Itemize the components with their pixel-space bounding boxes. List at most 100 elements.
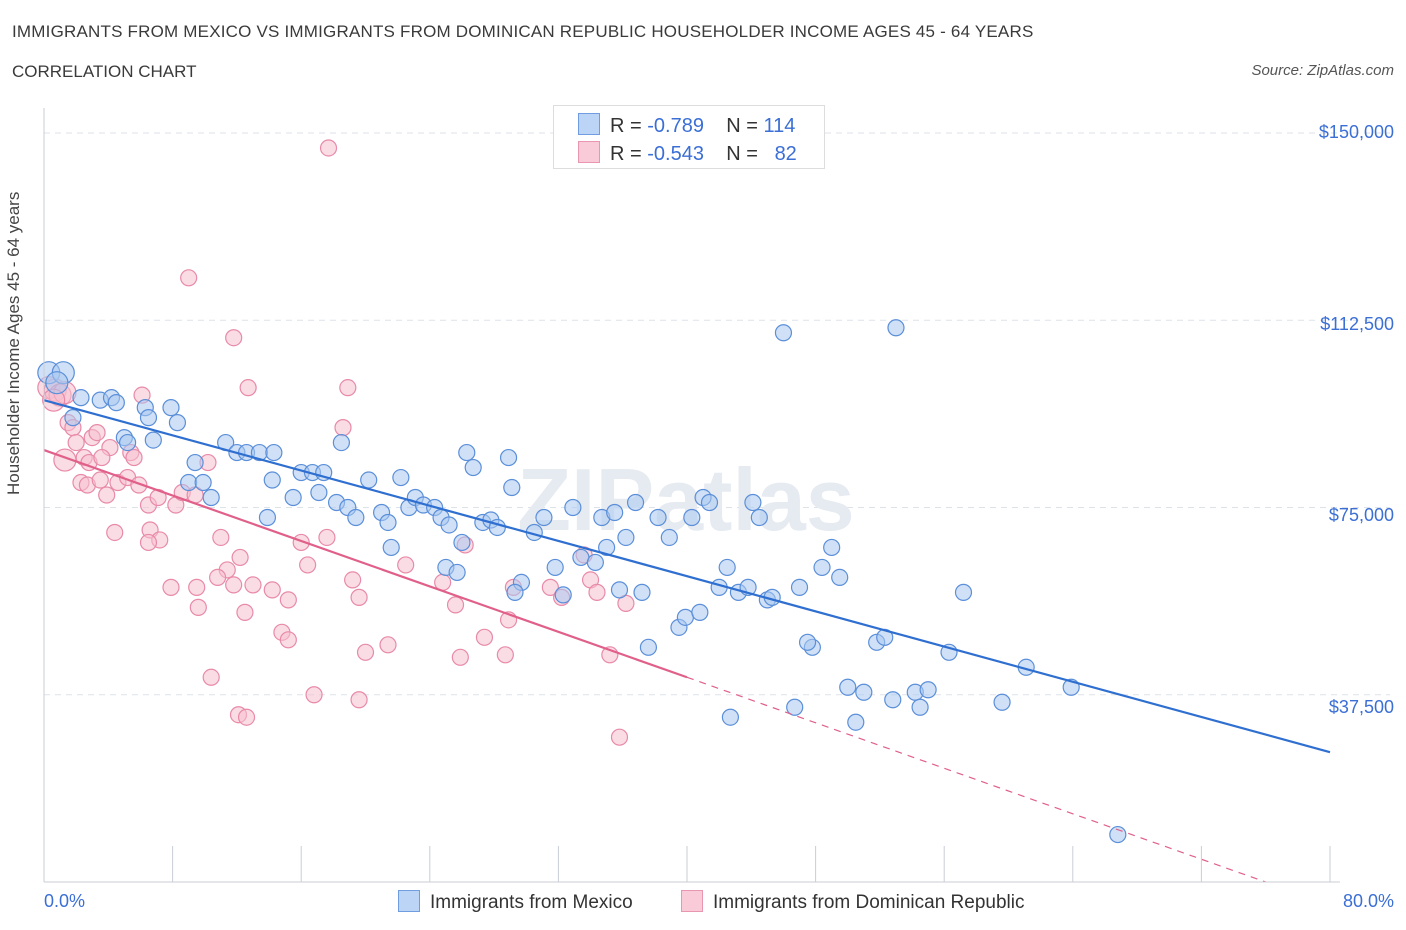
mexico-point-7 [64, 409, 82, 427]
mexico-point-103 [993, 693, 1011, 711]
dominican-point-37 [209, 568, 227, 587]
mexico-r-label: R = [610, 115, 642, 137]
dominican-point-58 [451, 648, 469, 666]
mexico-point-48 [453, 533, 471, 552]
mexico-point-49 [464, 458, 482, 477]
mexico-point-67 [610, 581, 629, 599]
dominican-point-44 [189, 598, 207, 616]
mexico-point-68 [617, 528, 635, 547]
bottom-dominican-label: Immigrants from Dominican Republic [713, 892, 1025, 913]
mexico-point-20 [265, 443, 283, 462]
mexico-point-28 [263, 471, 281, 489]
mexico-point-53 [503, 478, 521, 497]
dominican-point-61 [496, 646, 514, 664]
mexico-point-3 [72, 389, 90, 407]
bottom-legend-mexico: Immigrants from Mexico [398, 890, 633, 914]
dominican-point-35 [231, 548, 249, 567]
mexico-point-9 [162, 399, 180, 417]
dominican-point-40 [225, 576, 243, 594]
mexico-point-91 [831, 568, 849, 587]
dominican-point-52 [350, 588, 368, 606]
dominican-point-79 [239, 379, 257, 397]
bottom-mexico-swatch [398, 890, 420, 912]
dominican-point-47 [279, 631, 297, 649]
mexico-point-94 [855, 683, 873, 701]
dominican-point-50 [318, 528, 336, 547]
dominican-point-41 [244, 576, 262, 594]
dominican-point-33 [139, 533, 158, 552]
mexico-point-71 [639, 638, 658, 656]
mexico-point-70 [633, 583, 651, 601]
mexico-r-value: -0.789 [647, 115, 704, 137]
mexico-point-14 [144, 431, 162, 449]
dominican-point-43 [279, 591, 297, 609]
mexico-point-100 [919, 681, 937, 699]
x-tick-min: 0.0% [44, 891, 86, 911]
chart-title: IMMIGRANTS FROM MEXICO VS IMMIGRANTS FRO… [12, 22, 1034, 41]
dominican-point-55 [397, 556, 415, 574]
y-tick-75000: $75,000 [1328, 505, 1394, 525]
dominican-point-54 [379, 636, 397, 654]
chart-subtitle: CORRELATION CHART [12, 62, 197, 81]
x-tick-max: 80.0% [1342, 891, 1394, 911]
mexico-point-23 [499, 448, 518, 467]
y-tick-150000: $150,000 [1318, 122, 1394, 142]
mexico-point-89 [813, 558, 831, 577]
mexico-point-2 [45, 371, 69, 395]
dominican-point-82 [610, 728, 629, 746]
dominican-r-value: -0.543 [647, 143, 704, 165]
dominican-point-57 [446, 596, 465, 614]
mexico-point-76 [683, 508, 701, 527]
dominican-point-39 [162, 578, 180, 596]
mexico-point-110 [786, 698, 804, 716]
dominican-point-16 [125, 448, 143, 467]
watermark: ZIPatlas [517, 450, 854, 549]
mexico-point-93 [847, 713, 865, 731]
mexico-point-10 [139, 409, 158, 427]
mexico-point-111 [691, 603, 709, 621]
dominican-point-30 [106, 523, 124, 542]
mexico-point-112 [798, 633, 817, 651]
mexico-n-label: N = [726, 115, 758, 137]
correlation-legend: R = -0.789 N = 114 R = -0.543 N = 82 [553, 105, 825, 169]
mexico-point-87 [790, 578, 809, 596]
mexico-point-36 [347, 508, 365, 527]
mexico-point-99 [911, 698, 929, 716]
mexico-point-102 [954, 583, 973, 601]
mexico-point-106 [1109, 825, 1127, 844]
mexico-point-63 [572, 548, 590, 567]
bottom-mexico-label: Immigrants from Mexico [430, 892, 633, 913]
dominican-point-75 [237, 708, 256, 726]
dominican-r-label: R = [610, 143, 642, 165]
dominican-point-51 [344, 571, 362, 589]
mexico-point-69 [626, 493, 645, 512]
dominican-point-34 [212, 528, 230, 547]
dominican-point-38 [188, 578, 206, 596]
mexico-point-109 [721, 708, 740, 726]
mexico-point-107 [774, 324, 793, 342]
dominican-point-81 [319, 139, 338, 157]
mexico-point-108 [887, 319, 905, 337]
axes [43, 108, 1340, 883]
legend-row-dominican: R = -0.543 N = 82 [578, 141, 797, 166]
trendlines [43, 399, 1331, 883]
mexico-point-55 [535, 508, 553, 527]
mexico-point-37 [360, 471, 378, 489]
mexico-n-value: 114 [763, 115, 796, 137]
dominican-point-20 [91, 471, 109, 489]
mexico-point-21 [332, 433, 350, 452]
mexico-point-22 [458, 443, 476, 462]
dominican-point-10 [88, 424, 106, 442]
dominican-point-77 [339, 379, 357, 397]
mexico-point-59 [506, 583, 524, 601]
mexico-point-62 [564, 498, 582, 517]
y-tick-37500: $37,500 [1328, 697, 1394, 717]
mexico-point-72 [649, 508, 667, 527]
mexico-point-24 [180, 473, 198, 492]
dominican-point-71 [305, 686, 323, 704]
mexico-swatch [578, 113, 600, 135]
mexico-point-60 [546, 558, 564, 577]
dominican-point-78 [225, 329, 243, 347]
mexico-point-26 [202, 488, 220, 507]
